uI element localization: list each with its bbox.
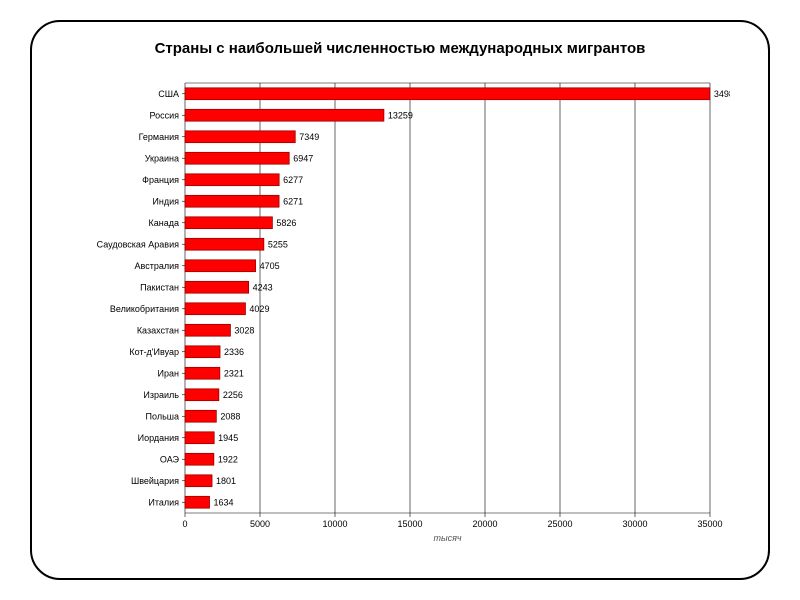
- svg-text:Казахстан: Казахстан: [137, 325, 179, 335]
- svg-text:Украина: Украина: [145, 153, 179, 163]
- svg-text:2256: 2256: [223, 390, 243, 400]
- svg-text:Франция: Франция: [142, 175, 179, 185]
- svg-text:Иордания: Иордания: [138, 433, 180, 443]
- svg-text:30000: 30000: [622, 519, 647, 529]
- svg-text:4029: 4029: [249, 304, 269, 314]
- svg-text:Индия: Индия: [152, 196, 179, 206]
- svg-text:Иран: Иран: [158, 368, 179, 378]
- svg-text:Канада: Канада: [149, 218, 179, 228]
- svg-text:Кот-д'Ивуар: Кот-д'Ивуар: [129, 347, 179, 357]
- svg-text:1634: 1634: [214, 497, 234, 507]
- svg-text:Польша: Польша: [146, 411, 179, 421]
- svg-text:5826: 5826: [276, 218, 296, 228]
- svg-text:6271: 6271: [283, 196, 303, 206]
- svg-text:Италия: Италия: [148, 497, 179, 507]
- svg-text:0: 0: [182, 519, 187, 529]
- svg-text:6277: 6277: [283, 175, 303, 185]
- svg-text:7349: 7349: [299, 132, 319, 142]
- svg-text:2336: 2336: [224, 347, 244, 357]
- chart-title: Страны с наибольшей численностью междуна…: [62, 40, 738, 57]
- svg-text:США: США: [158, 89, 179, 99]
- svg-text:5000: 5000: [250, 519, 270, 529]
- svg-text:Пакистан: Пакистан: [140, 282, 179, 292]
- bar-chart-svg: США 34988 Россия 13259 Германия 7349 Украина 69…: [70, 75, 730, 545]
- svg-text:Германия: Германия: [139, 132, 179, 142]
- svg-text:тысяч: тысяч: [433, 533, 461, 543]
- svg-text:Россия: Россия: [149, 110, 179, 120]
- svg-text:1922: 1922: [218, 454, 238, 464]
- svg-text:13259: 13259: [388, 110, 413, 120]
- svg-text:Саудовская Аравия: Саудовская Аравия: [97, 239, 179, 249]
- svg-text:3028: 3028: [234, 325, 254, 335]
- svg-text:20000: 20000: [472, 519, 497, 529]
- svg-text:Израиль: Израиль: [143, 390, 179, 400]
- svg-text:34988: 34988: [714, 89, 730, 99]
- chart-area: США 34988 Россия 13259 Германия 7349 Украина 69…: [70, 75, 730, 545]
- svg-text:ОАЭ: ОАЭ: [160, 454, 180, 464]
- svg-text:4243: 4243: [253, 282, 273, 292]
- svg-text:4705: 4705: [260, 261, 280, 271]
- svg-text:1945: 1945: [218, 433, 238, 443]
- svg-text:Австралия: Австралия: [135, 261, 180, 271]
- svg-text:25000: 25000: [547, 519, 572, 529]
- svg-text:1801: 1801: [216, 476, 236, 486]
- svg-text:2321: 2321: [224, 368, 244, 378]
- svg-text:6947: 6947: [293, 153, 313, 163]
- chart-frame: Страны с наибольшей численностью междуна…: [30, 20, 770, 580]
- svg-text:2088: 2088: [220, 411, 240, 421]
- svg-text:15000: 15000: [397, 519, 422, 529]
- svg-text:35000: 35000: [697, 519, 722, 529]
- svg-text:10000: 10000: [322, 519, 347, 529]
- svg-text:5255: 5255: [268, 239, 288, 249]
- svg-text:Великобритания: Великобритания: [110, 304, 179, 314]
- svg-text:Швейцария: Швейцария: [131, 476, 179, 486]
